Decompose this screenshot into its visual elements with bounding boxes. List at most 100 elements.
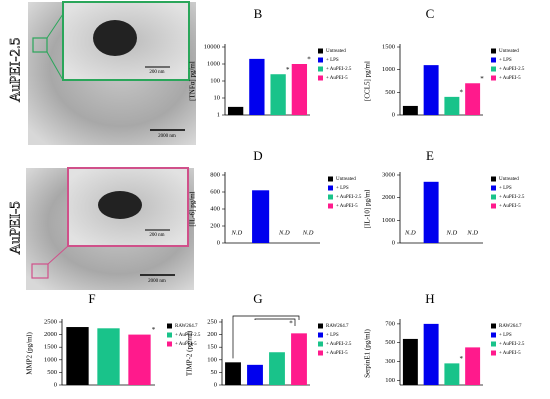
legend-label: + LPS (499, 333, 512, 338)
bar (225, 362, 241, 385)
legend-label: + AuPEI-5 (336, 204, 358, 209)
bar (66, 327, 89, 385)
bar (465, 347, 481, 385)
legend-label: + AuPEI-2.5 (499, 195, 525, 200)
legend-label: + AuPEI-5 (326, 76, 348, 81)
legend-label: + LPS (336, 186, 349, 191)
legend-label: + AuPEI-2.5 (336, 195, 362, 200)
y-tick-label: 400 (210, 205, 220, 212)
bar (247, 364, 263, 385)
legend-label: + AuPEI-5 (499, 204, 521, 209)
legend-label: + AuPEI-2.5 (499, 342, 525, 347)
legend-label: + LPS (499, 58, 512, 63)
y-tick-label: 10 (214, 94, 221, 101)
y-tick-label: 500 (385, 89, 395, 96)
inset-scale: 200 nm (149, 233, 164, 238)
y-tick-label: 100 (207, 356, 217, 363)
legend-swatch (491, 185, 496, 191)
legend-label: + AuPEI-2.5 (326, 67, 352, 72)
legend-swatch (167, 323, 172, 329)
bar (291, 333, 307, 385)
inset-scale: 200 nm (149, 70, 164, 75)
bracket (254, 318, 296, 326)
significance: * (307, 56, 311, 64)
legend-label: + LPS (326, 58, 339, 63)
bar (444, 363, 460, 385)
legend-swatch (318, 75, 323, 81)
significance: * (289, 320, 293, 328)
legend-swatch (328, 203, 333, 209)
y-axis-label: TIMP-2 (pg/ml) (186, 330, 194, 376)
value-label: N.D (302, 229, 314, 236)
legend-swatch (491, 66, 496, 72)
legend-swatch (328, 176, 333, 182)
value-label: N.D (404, 229, 416, 236)
bar (97, 328, 120, 385)
panel-label: E (426, 148, 434, 163)
y-tick-label: 1000 (382, 217, 395, 224)
legend-label: Untreated (336, 177, 356, 182)
bar (402, 338, 418, 385)
y-axis-label: [CCL5] pg/ml (364, 61, 372, 101)
y-axis-label: [IL-6] pg/ml (189, 191, 197, 226)
y-tick-label: 200 (210, 222, 220, 229)
value-label: N.D (231, 229, 243, 236)
micrograph: 200 nm 2000 nm AuPEI-5 (7, 167, 194, 290)
y-axis-label: [IL-10] pg/ml (364, 190, 372, 229)
y-axis-label: [TNFα] pg/ml (189, 61, 197, 101)
legend-swatch (328, 185, 333, 191)
bar (227, 106, 244, 115)
legend-swatch (318, 66, 323, 72)
y-tick-label: 1 (217, 111, 220, 118)
legend-label: Untreated (499, 49, 519, 54)
legend-label: + AuPEI-5 (499, 76, 521, 81)
legend-label: RAW264.7 (499, 324, 522, 329)
legend-swatch (318, 57, 323, 63)
y-tick-label: 100 (385, 377, 395, 384)
bar (465, 83, 481, 115)
legend-swatch (318, 332, 323, 338)
bar (252, 190, 270, 243)
y-tick-label: 0 (392, 111, 395, 118)
legend-label: + AuPEI-5 (326, 351, 348, 356)
y-tick-label: 1000 (44, 356, 57, 363)
bracket (232, 315, 300, 359)
legend-swatch (491, 341, 496, 347)
legend-label: Untreated (499, 177, 519, 182)
bar (402, 105, 418, 115)
y-tick-label: 10000 (204, 43, 220, 50)
micrograph: 200 nm 2000 nm AuPEI-2.5 (7, 1, 196, 145)
y-tick-label: 250 (207, 318, 217, 325)
legend-label: + AuPEI-2.5 (326, 342, 352, 347)
panel-label: F (88, 291, 95, 306)
legend-swatch (491, 57, 496, 63)
panel-label: D (253, 148, 262, 163)
bar (423, 181, 439, 243)
value-label: N.D (466, 229, 478, 236)
bar (423, 323, 439, 385)
y-tick-label: 3000 (382, 171, 395, 178)
legend-label: + LPS (326, 333, 339, 338)
y-tick-label: 0 (217, 239, 220, 246)
panel-label: G (253, 291, 262, 306)
legend-swatch (491, 176, 496, 182)
significance: * (459, 355, 463, 363)
y-tick-label: 100 (210, 77, 220, 84)
y-tick-label: 2000 (44, 331, 57, 338)
y-tick-label: 0 (392, 239, 395, 246)
scale: 2000 nm (148, 279, 166, 284)
value-label: N.D (446, 229, 458, 236)
bar (249, 58, 265, 115)
legend-swatch (491, 323, 496, 329)
legend-swatch (491, 48, 496, 54)
legend-swatch (318, 323, 323, 329)
significance: * (480, 75, 484, 83)
y-axis-label: MMP2 (pg/ml) (26, 332, 34, 375)
panel-label: C (426, 6, 435, 21)
y-tick-label: 1500 (382, 43, 395, 50)
y-tick-label: 1000 (207, 60, 220, 67)
y-tick-label: 1500 (44, 344, 57, 351)
legend-swatch (328, 194, 333, 200)
panel-label: H (425, 291, 434, 306)
